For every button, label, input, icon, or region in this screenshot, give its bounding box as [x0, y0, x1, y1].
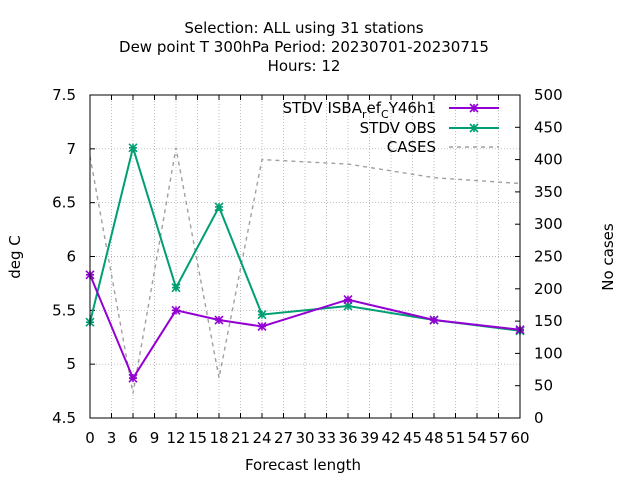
legend-label-obs: STDV OBS [360, 119, 436, 137]
x-tick-label: 33 [317, 429, 336, 447]
x-tick-label: 6 [128, 429, 138, 447]
legend: STDV ISBArefCY46h1 STDV OBS CASES [282, 99, 499, 156]
y-tick-label: 4.5 [52, 409, 76, 427]
y2-tick-label: 500 [534, 86, 563, 104]
data-point-obs [257, 310, 267, 320]
x-tick-label: 42 [381, 429, 400, 447]
x-axis-label: Forecast length [245, 456, 361, 474]
y2-tick-label: 450 [534, 118, 563, 136]
x-tick-label: 0 [85, 429, 95, 447]
x-tick-label: 51 [446, 429, 465, 447]
y2-tick-label: 250 [534, 248, 563, 266]
y2-axis-ticks: 0 50 100 150 200 250 300 350 400 450 500 [515, 86, 563, 427]
title-line-3: Hours: 12 [268, 57, 341, 75]
chart-title: Selection: ALL using 31 stations Dew poi… [119, 19, 489, 75]
x-tick-label: 27 [274, 429, 293, 447]
x-tick-label: 39 [360, 429, 379, 447]
y2-tick-label: 100 [534, 344, 563, 362]
plot-area-border [89, 94, 521, 419]
y-tick-label: 6 [66, 248, 76, 266]
y2-tick-label: 0 [534, 409, 544, 427]
title-line-2: Dew point T 300hPa Period: 20230701-2023… [119, 38, 489, 56]
data-point-isba [343, 295, 353, 305]
series-line-obs [89, 144, 521, 332]
data-point-isba [171, 305, 181, 315]
data-point-obs [171, 283, 181, 293]
data-point-isba [214, 315, 224, 325]
x-tick-label: 30 [295, 429, 314, 447]
legend-label-cases: CASES [387, 138, 436, 156]
y2-tick-label: 400 [534, 151, 563, 169]
y-tick-label: 7.5 [52, 86, 76, 104]
x-tick-label: 18 [209, 429, 228, 447]
x-tick-label: 9 [150, 429, 160, 447]
data-point-obs [214, 202, 224, 212]
x-tick-label: 54 [467, 429, 486, 447]
x-tick-label: 3 [107, 429, 117, 447]
x-tick-label: 48 [424, 429, 443, 447]
x-tick-label: 12 [166, 429, 185, 447]
title-line-1: Selection: ALL using 31 stations [184, 19, 423, 37]
legend-marker-obs [469, 123, 479, 133]
y-axis-ticks: 4.5 5 5.5 6 6.5 7 7.5 [52, 86, 95, 427]
x-tick-label: 57 [489, 429, 508, 447]
series-cases [89, 147, 521, 394]
legend-label-isba: STDV ISBArefCY46h1 [282, 99, 436, 121]
x-tick-label: 24 [252, 429, 271, 447]
x-tick-label: 15 [188, 429, 207, 447]
y2-tick-label: 150 [534, 312, 563, 330]
data-point-obs [128, 143, 138, 153]
data-point-obs [343, 301, 353, 311]
series-line-isba [89, 274, 521, 381]
legend-marker-isba [469, 103, 479, 113]
y2-tick-label: 300 [534, 215, 563, 233]
y2-tick-label: 350 [534, 183, 563, 201]
data-point-isba [429, 315, 439, 325]
y2-axis-label: No cases [599, 223, 617, 291]
y2-tick-label: 200 [534, 280, 563, 298]
x-tick-label: 45 [403, 429, 422, 447]
series-line-cases [89, 147, 521, 394]
y2-tick-label: 50 [534, 377, 553, 395]
x-tick-label: 36 [338, 429, 357, 447]
grid [90, 95, 520, 418]
y-tick-label: 5 [66, 355, 76, 373]
y-tick-label: 5.5 [52, 301, 76, 319]
x-tick-label: 60 [510, 429, 529, 447]
data-point-isba [257, 321, 267, 332]
x-tick-label: 21 [231, 429, 250, 447]
x-axis-ticks: 0 3 6 9 12 15 18 21 24 27 30 33 36 39 42 45 48 51 54 57 60 [85, 95, 530, 447]
y-tick-label: 6.5 [52, 194, 76, 212]
y-tick-label: 7 [66, 140, 76, 158]
y-axis-label: deg C [6, 235, 24, 279]
data-point-isba [128, 373, 138, 383]
